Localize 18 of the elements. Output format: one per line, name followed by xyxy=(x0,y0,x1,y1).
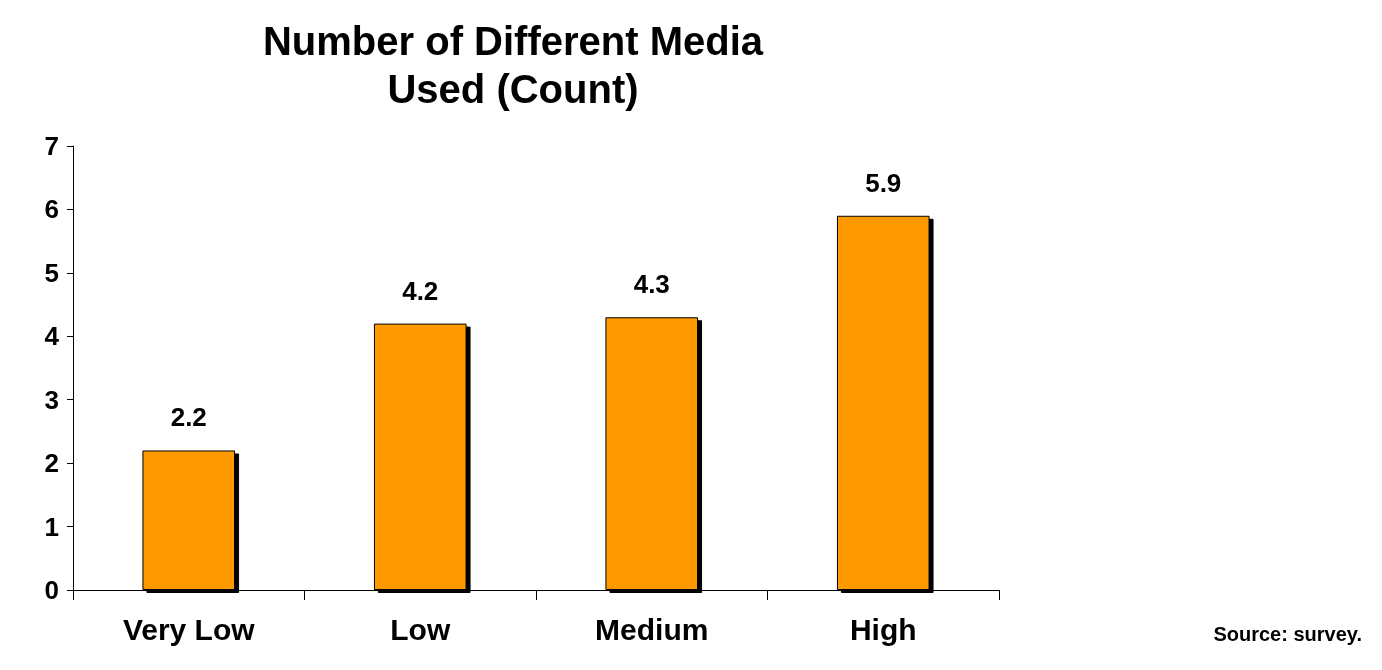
chart-title: Number of Different Media Used (Count) xyxy=(262,19,764,111)
data-label: 5.9 xyxy=(865,167,902,198)
y-tick-label: 3 xyxy=(44,384,59,415)
x-tick-label: Low xyxy=(390,612,451,646)
y-tick-label: 7 xyxy=(44,131,59,161)
y-tick-label: 5 xyxy=(44,257,59,288)
x-tick-label: Medium xyxy=(595,612,709,646)
y-tick-label: 2 xyxy=(44,448,59,479)
x-tick-label: High xyxy=(849,612,917,646)
data-label: 4.2 xyxy=(402,275,439,306)
x-tick-label: Very Low xyxy=(122,612,256,646)
data-label: 4.3 xyxy=(633,269,670,300)
y-tick-label: 0 xyxy=(44,575,59,605)
source-note: Source: survey. xyxy=(1213,623,1363,645)
y-tick-label: 1 xyxy=(44,511,59,542)
y-tick-label: 6 xyxy=(44,194,59,225)
y-tick-label: 4 xyxy=(44,321,60,352)
data-label: 2.2 xyxy=(170,402,207,433)
